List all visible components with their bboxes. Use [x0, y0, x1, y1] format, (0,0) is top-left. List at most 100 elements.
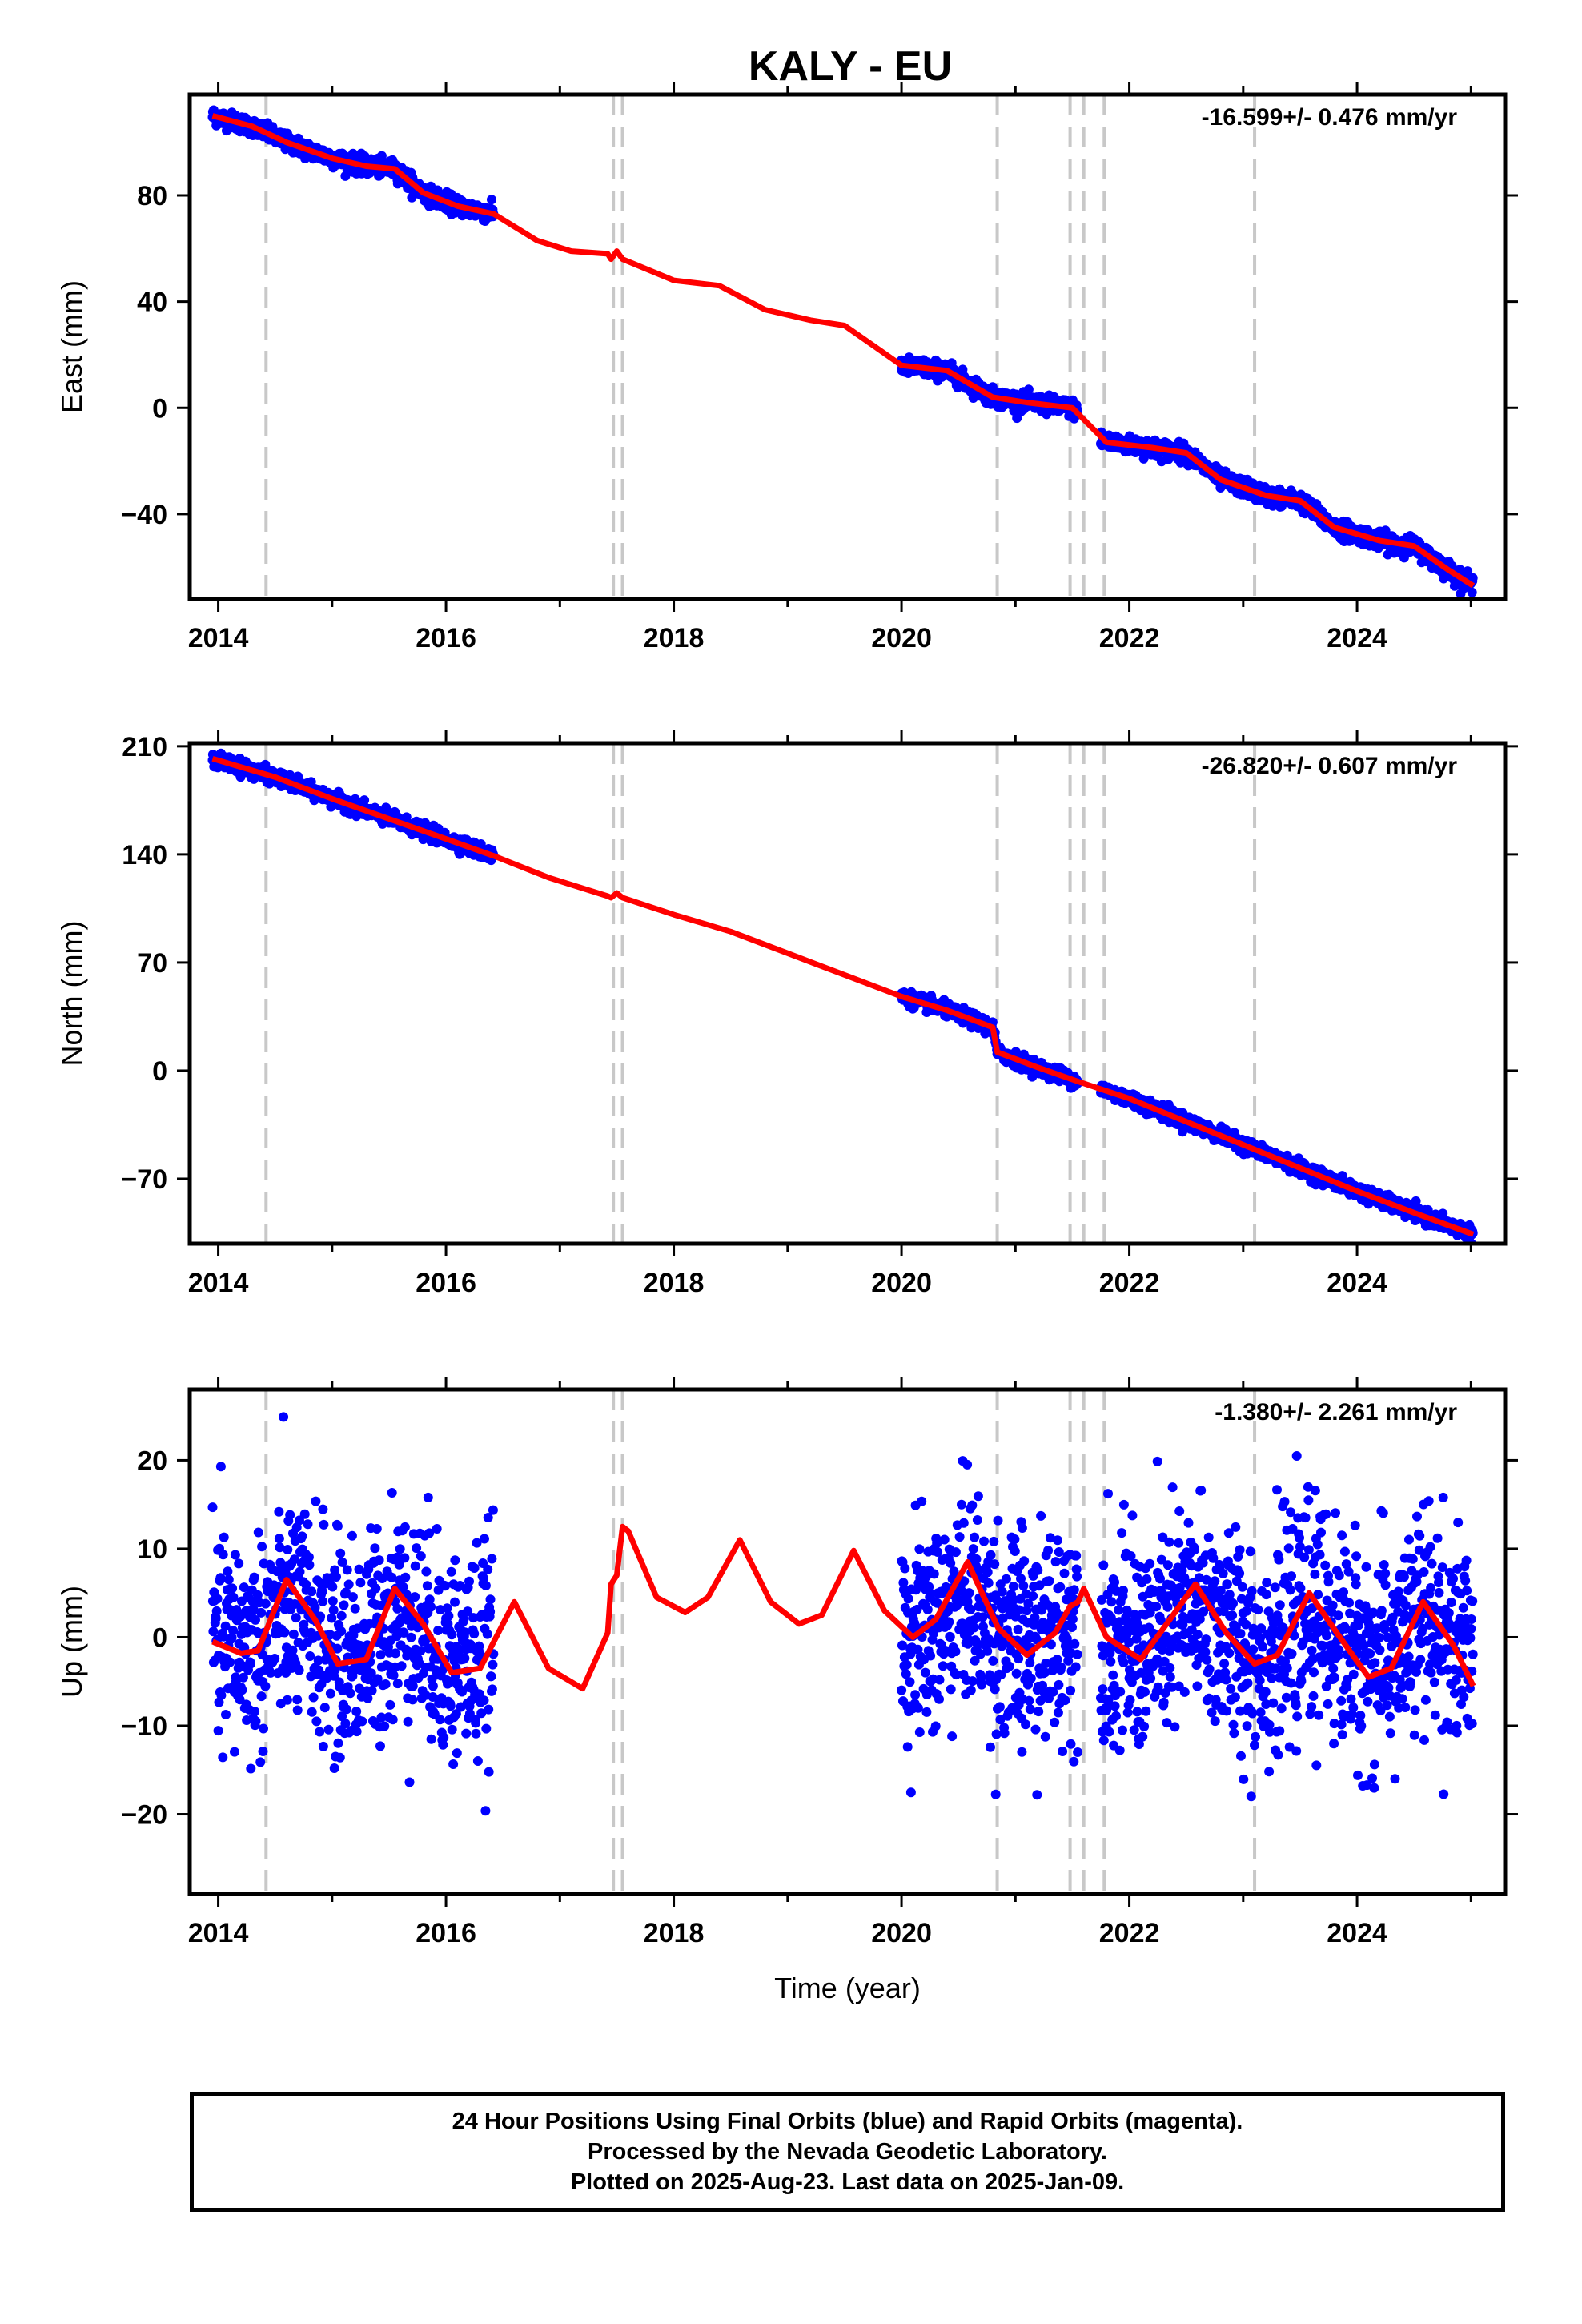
observation-point	[307, 1586, 317, 1597]
observation-point	[257, 1542, 267, 1552]
y-tick-label: −70	[121, 1164, 167, 1195]
observation-point	[337, 1711, 347, 1722]
observation-point	[230, 1550, 240, 1560]
observation-point	[487, 195, 496, 205]
observation-point	[333, 1738, 343, 1748]
observation-point	[223, 1574, 234, 1585]
velocity-label-north: -26.820+/- 0.607 mm/yr	[1202, 753, 1458, 779]
observation-point	[238, 1672, 248, 1683]
observation-point	[208, 1626, 219, 1637]
panel-north: 2014 2016 2018 2020 2022 2024−70070140210Nort…	[55, 730, 1518, 1298]
observation-point	[307, 1707, 317, 1717]
panel-frame-east	[187, 92, 1508, 601]
observation-point	[251, 1614, 260, 1625]
observation-point	[274, 1534, 284, 1544]
observation-point	[288, 1629, 299, 1639]
observation-point	[392, 1679, 403, 1689]
observation-point	[239, 1582, 249, 1593]
observation-point	[215, 1462, 226, 1472]
plot-area-north	[207, 743, 1478, 1244]
observation-point	[357, 1716, 367, 1727]
observation-point	[266, 1667, 275, 1678]
observation-point	[387, 1488, 397, 1498]
observation-point	[340, 1587, 351, 1598]
observation-point	[337, 1557, 347, 1567]
observation-point	[253, 1527, 263, 1538]
observation-point	[354, 1564, 364, 1574]
observation-point	[318, 1504, 328, 1514]
observation-point	[213, 1726, 223, 1736]
figure-title: KALY - EU	[749, 43, 952, 90]
observation-point	[211, 1614, 221, 1623]
observation-point	[299, 1509, 310, 1519]
observation-point	[317, 1586, 327, 1597]
observation-point	[332, 1643, 343, 1654]
observation-point	[227, 1583, 238, 1594]
observation-point	[371, 1583, 381, 1594]
observation-point	[372, 1674, 383, 1684]
panel-frame-north	[187, 741, 1508, 1246]
observation-point	[347, 1530, 357, 1541]
observation-point	[255, 1757, 266, 1767]
x-tick-label: 2020	[871, 623, 932, 653]
observation-point	[303, 1552, 314, 1562]
observation-point	[332, 1521, 343, 1531]
observation-point	[234, 1558, 244, 1569]
observation-point	[355, 1578, 366, 1588]
observation-point	[292, 1695, 303, 1705]
y-tick-label: 210	[122, 732, 167, 762]
x-tick-label: 2016	[416, 623, 476, 653]
observation-point	[315, 1611, 326, 1622]
observation-point	[335, 1548, 346, 1558]
observation-point	[327, 1613, 337, 1623]
observation-point	[1467, 587, 1477, 597]
observation-point	[287, 1645, 298, 1655]
observation-point	[274, 1506, 284, 1517]
y-tick-label: 40	[137, 287, 167, 318]
observation-point	[258, 1747, 268, 1756]
observation-point	[260, 1598, 271, 1609]
observation-point	[394, 1559, 404, 1570]
observation-point	[225, 1657, 235, 1667]
observation-point	[363, 1693, 373, 1703]
y-tick-label: 70	[137, 948, 167, 979]
observation-point	[228, 1626, 239, 1636]
observation-point	[230, 1747, 239, 1757]
observation-point	[375, 1741, 385, 1751]
observation-point	[343, 1579, 354, 1590]
observation-point	[249, 1572, 259, 1582]
observation-point	[223, 1566, 233, 1577]
observation-point	[285, 1510, 295, 1520]
observation-point	[303, 1519, 313, 1530]
observation-point	[207, 1502, 218, 1513]
observation-point	[294, 1665, 304, 1675]
observation-point	[235, 1695, 245, 1705]
observation-point	[370, 1543, 380, 1554]
observation-point	[392, 1603, 403, 1614]
velocity-label-east: -16.599+/- 0.476 mm/yr	[1202, 104, 1458, 131]
observation-point	[351, 1707, 362, 1716]
observation-point	[319, 1703, 330, 1713]
observation-point	[350, 1603, 360, 1614]
observation-point	[380, 1679, 391, 1689]
x-tick-label: 2024	[1327, 623, 1387, 653]
y-tick-label: 140	[122, 840, 167, 870]
x-tick-label: 2016	[416, 1268, 476, 1298]
observation-point	[347, 1592, 358, 1602]
observation-point	[289, 1554, 299, 1565]
observation-point	[291, 1613, 301, 1623]
observation-point	[359, 795, 370, 806]
observation-point	[249, 1605, 259, 1615]
observation-point	[304, 1560, 315, 1570]
observation-point	[212, 1594, 223, 1604]
observation-point	[351, 1727, 362, 1737]
y-tick-label: −40	[121, 500, 167, 530]
observation-point	[327, 1582, 338, 1592]
observation-point	[1023, 384, 1034, 395]
y-axis-label-east: East (mm)	[55, 280, 88, 413]
observation-point	[295, 1566, 305, 1577]
observation-point	[275, 1542, 285, 1553]
observation-point	[250, 1707, 260, 1716]
observation-point	[311, 1496, 321, 1506]
